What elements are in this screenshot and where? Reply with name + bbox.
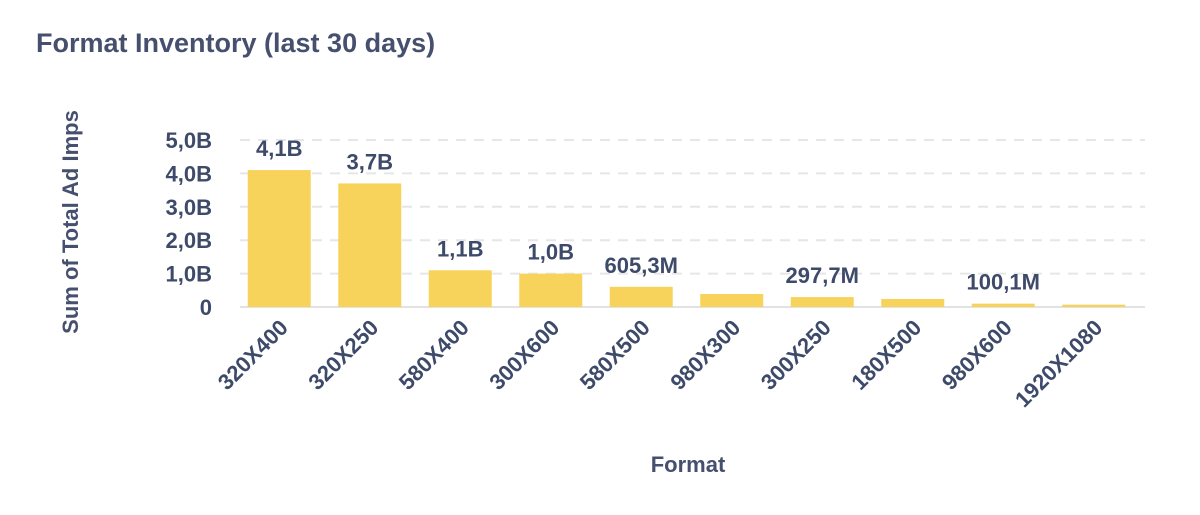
x-tick-label: 580X500 bbox=[575, 315, 655, 395]
bar bbox=[1062, 304, 1126, 307]
y-axis-title: Sum of Total Ad Imps bbox=[58, 110, 83, 334]
data-label: 4,1B bbox=[256, 136, 302, 161]
bar bbox=[338, 183, 402, 307]
bar bbox=[971, 303, 1035, 307]
data-label: 100,1M bbox=[967, 270, 1040, 295]
data-label: 1,0B bbox=[528, 240, 574, 265]
x-tick-label: 580X400 bbox=[394, 315, 474, 395]
y-tick-label: 3,0B bbox=[166, 195, 212, 220]
bar bbox=[609, 286, 673, 307]
y-tick-label: 2,0B bbox=[166, 228, 212, 253]
x-tick-label: 980X300 bbox=[665, 315, 745, 395]
y-tick-label: 0 bbox=[200, 295, 212, 320]
bar bbox=[790, 297, 854, 307]
x-tick-label: 300X600 bbox=[484, 315, 564, 395]
x-tick-label: 320X400 bbox=[213, 315, 293, 395]
bar bbox=[700, 293, 764, 307]
bar bbox=[881, 298, 945, 307]
y-tick-label: 4,0B bbox=[166, 161, 212, 186]
x-tick-label: 320X250 bbox=[303, 315, 383, 395]
bar bbox=[247, 170, 311, 307]
data-label: 1,1B bbox=[437, 236, 483, 261]
bar bbox=[428, 270, 492, 307]
x-axis-title: Format bbox=[651, 452, 726, 477]
data-label: 3,7B bbox=[347, 149, 393, 174]
y-tick-label: 1,0B bbox=[166, 262, 212, 287]
y-tick-label: 5,0B bbox=[166, 128, 212, 153]
x-tick-label: 180X500 bbox=[846, 315, 926, 395]
chart-title: Format Inventory (last 30 days) bbox=[36, 28, 436, 58]
x-tick-label: 980X600 bbox=[937, 315, 1017, 395]
data-label: 605,3M bbox=[605, 253, 678, 278]
data-label: 297,7M bbox=[786, 263, 859, 288]
bar bbox=[519, 273, 583, 307]
x-tick-label: 300X250 bbox=[756, 315, 836, 395]
x-tick-label: 1920X1080 bbox=[1010, 315, 1107, 412]
